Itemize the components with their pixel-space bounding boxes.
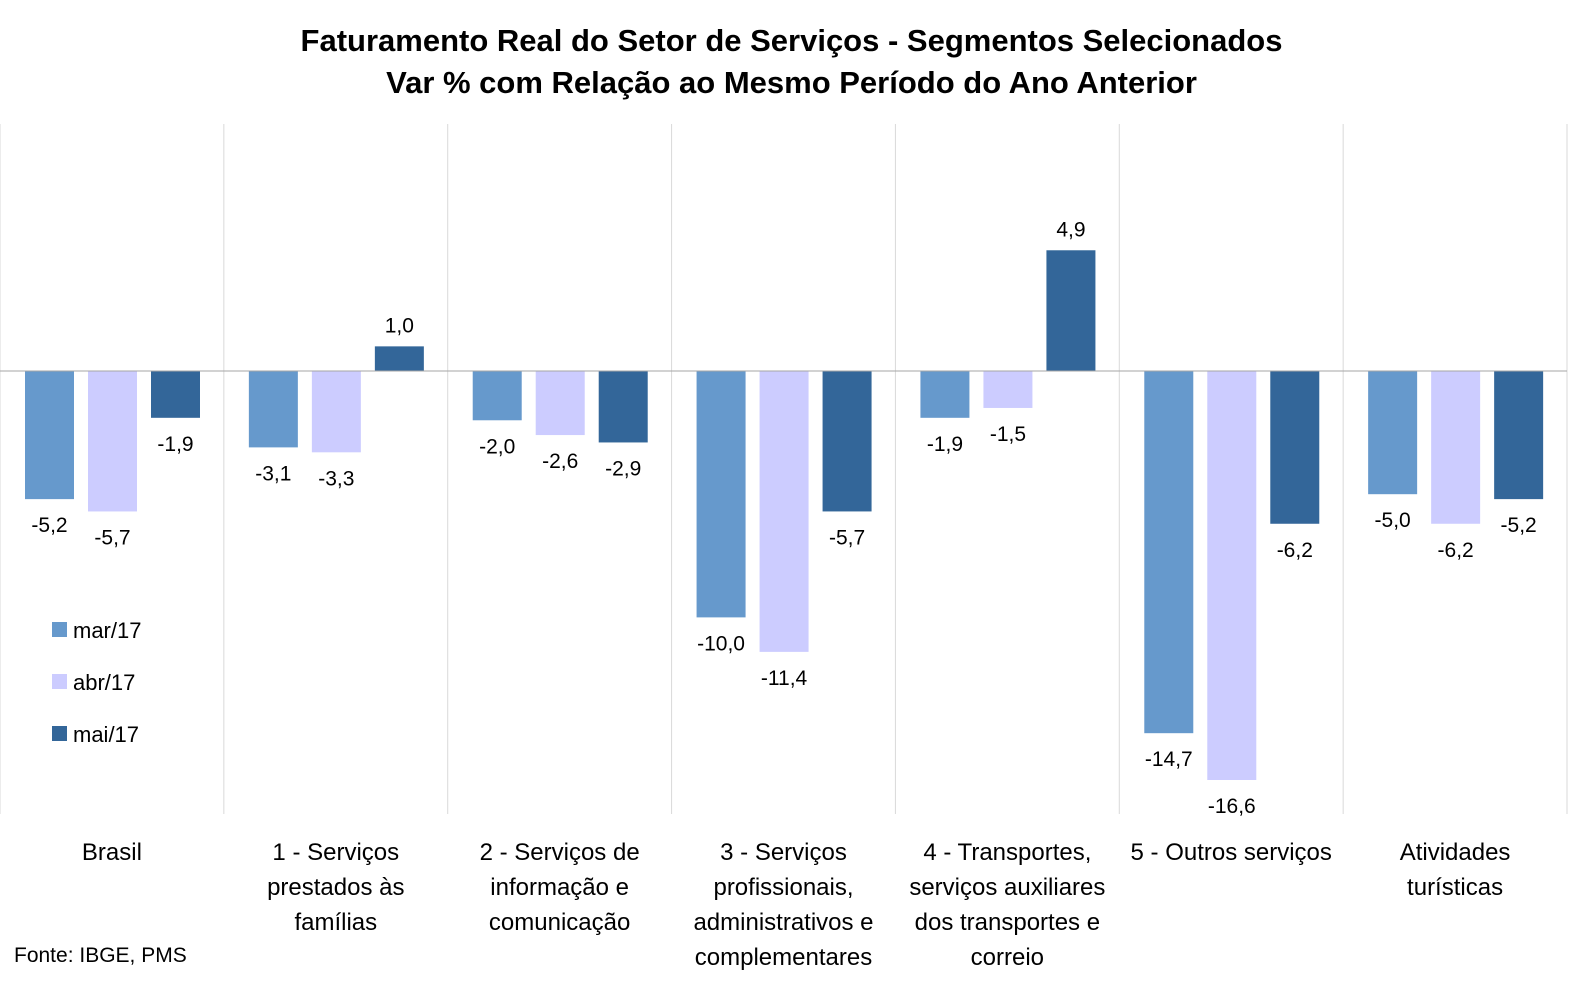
data-label: -3,1 bbox=[255, 462, 291, 485]
data-label: -5,2 bbox=[31, 514, 67, 537]
bar bbox=[311, 371, 361, 453]
bar bbox=[248, 371, 298, 448]
category-label: Atividades turísticas bbox=[1400, 839, 1511, 901]
data-label: -1,9 bbox=[157, 433, 193, 456]
bar bbox=[25, 371, 74, 500]
data-label: -6,2 bbox=[1277, 539, 1313, 562]
source-note: Fonte: IBGE, PMS bbox=[14, 944, 187, 967]
bar bbox=[983, 371, 1033, 408]
bar bbox=[759, 371, 809, 652]
data-label: -3,3 bbox=[318, 467, 354, 490]
data-label: -1,9 bbox=[927, 433, 963, 456]
bar bbox=[1144, 371, 1194, 734]
bar bbox=[535, 371, 585, 436]
data-label: -10,0 bbox=[697, 632, 745, 655]
bar bbox=[696, 371, 746, 618]
bar bbox=[1494, 371, 1544, 500]
data-label: -2,0 bbox=[479, 435, 515, 458]
bar bbox=[598, 371, 648, 443]
category-label: 3 - Serviços profissionais, administrativo… bbox=[693, 839, 873, 971]
category-label: 4 - Transportes, serviços auxiliares dos t… bbox=[909, 839, 1105, 971]
data-label: -6,2 bbox=[1438, 539, 1474, 562]
category-label: 1 - Serviços prestados às famílias bbox=[267, 839, 404, 936]
legend-label: abr/17 bbox=[73, 670, 135, 695]
chart-title: Faturamento Real do Setor de Serviços - … bbox=[300, 23, 1283, 58]
bar bbox=[920, 371, 970, 418]
bar bbox=[472, 371, 522, 421]
data-label: -2,9 bbox=[605, 457, 641, 480]
data-label: -1,5 bbox=[990, 423, 1026, 446]
bar bbox=[151, 371, 200, 418]
legend-swatch bbox=[52, 674, 67, 689]
bar bbox=[1270, 371, 1320, 524]
data-label: -14,7 bbox=[1145, 748, 1193, 771]
data-label: -5,7 bbox=[94, 526, 130, 549]
data-label: -2,6 bbox=[542, 450, 578, 473]
bar bbox=[1207, 371, 1257, 780]
legend-swatch bbox=[52, 622, 67, 637]
bar bbox=[1368, 371, 1418, 495]
chart-subtitle: Var % com Relação ao Mesmo Período do An… bbox=[386, 65, 1197, 100]
legend-swatch bbox=[52, 726, 67, 741]
data-label: -11,4 bbox=[761, 667, 808, 690]
data-label: -5,7 bbox=[829, 526, 865, 549]
bar bbox=[1431, 371, 1481, 524]
category-label: Brasil bbox=[82, 839, 142, 866]
bar bbox=[822, 371, 872, 512]
category-label: 5 - Outros serviços bbox=[1131, 839, 1332, 866]
data-label: -16,6 bbox=[1208, 795, 1256, 818]
data-label: 1,0 bbox=[385, 314, 414, 337]
bar bbox=[1046, 250, 1096, 371]
bar bbox=[88, 371, 137, 512]
data-label: -5,0 bbox=[1375, 509, 1411, 532]
legend-label: mai/17 bbox=[73, 722, 139, 747]
legend-label: mar/17 bbox=[73, 618, 141, 643]
category-label: 2 - Serviços de informação e comunicação bbox=[480, 839, 640, 936]
bar bbox=[374, 346, 424, 371]
data-label: 4,9 bbox=[1056, 218, 1085, 241]
data-label: -5,2 bbox=[1501, 514, 1537, 537]
